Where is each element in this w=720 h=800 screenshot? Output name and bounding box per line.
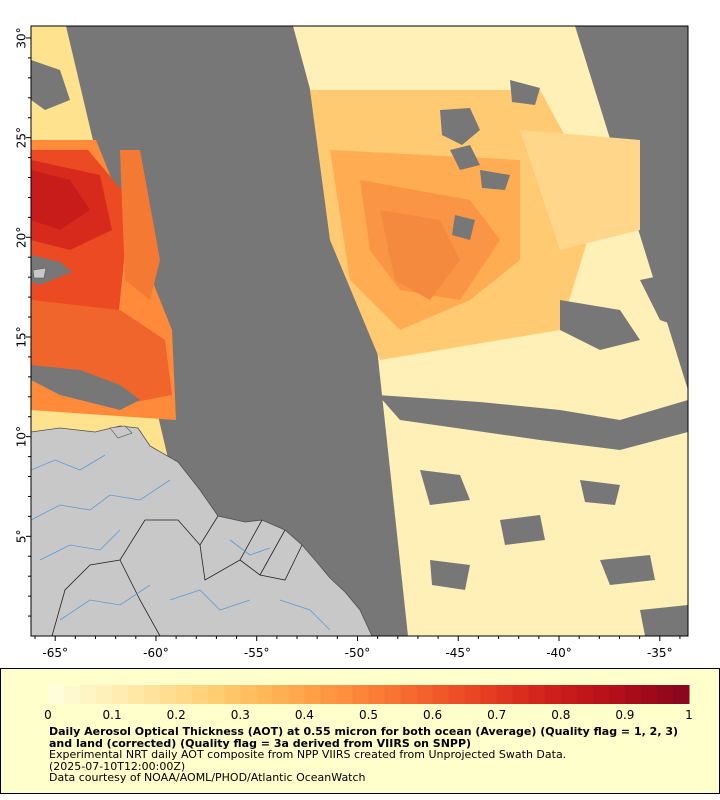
colorbar-swatch [352,685,369,704]
x-axis: -65° -60° -55° -50° -45° -40° -35° [34,636,681,660]
colorbar-swatch [96,685,113,704]
colorbar-tick-label: 0.8 [551,708,570,722]
colorbar-swatch [464,685,482,704]
south-america-land [31,267,373,636]
legend-source: Experimental NRT daily AOT composite fro… [49,748,567,761]
colorbar-tick-label: 0.2 [167,708,186,722]
colorbar-swatch [576,685,594,704]
colorbar-swatch [272,685,289,704]
legend-text: Daily Aerosol Optical Thickness (AOT) at… [49,726,689,784]
colorbar-swatch [48,685,65,704]
colorbar-swatch [320,685,337,704]
colorbar-swatch [240,685,257,704]
legend-panel: 0 0.1 0.2 0.3 0.4 0.5 0.6 0.7 0.8 0.9 1 Daily Aero… [0,668,720,794]
colorbar-swatch [144,685,161,704]
colorbar-tick-label: 1 [685,708,693,722]
colorbar-swatch [480,685,498,704]
colorbar-swatch [368,685,386,704]
colorbar-swatch [448,685,466,704]
y-tick-label: 15° [15,326,29,347]
x-tick-label: -40° [546,646,572,660]
x-tick-label: -45° [445,646,471,660]
colorbar-swatch [400,685,418,704]
map-frame [30,25,689,637]
y-tick-label: 25° [15,127,29,148]
x-tick-label: -60° [143,646,169,660]
colorbar-swatch [624,685,642,704]
colorbar-swatch [288,685,305,704]
colorbar-tick-label: 0 [44,708,52,722]
colorbar-swatch [496,685,514,704]
legend-credit: Data courtesy of NOAA/AOML/PHOD/Atlantic… [49,771,366,784]
x-tick-label: -35° [647,646,673,660]
legend-title: Daily Aerosol Optical Thickness (AOT) at… [49,726,689,749]
colorbar-swatch [640,685,658,704]
colorbar-swatch [528,685,546,704]
colorbar-swatch [304,685,321,704]
legend-date: (2025-07-10T12:00:00Z) [49,759,186,773]
legend-title-line1: Daily Aerosol Optical Thickness (AOT) at… [49,725,646,738]
y-tick-label: 5° [15,530,29,544]
colorbar-swatch [64,685,81,704]
x-tick-label: -55° [244,646,270,660]
colorbar-tick-label: 0.5 [359,708,378,722]
x-tick-label: -50° [345,646,371,660]
east-swath [293,26,688,636]
aot-map: -65° -60° -55° -50° -45° -40° -35° 30° 25° 20° 15… [15,25,689,660]
x-tick-label: -65° [42,646,68,660]
colorbar-swatch [336,685,353,704]
colorbar-tick-label: 0.7 [487,708,506,722]
colorbar-tick-label: 0.4 [295,708,314,722]
colorbar-swatch [224,685,241,704]
colorbar-swatch [112,685,129,704]
colorbar-swatch [512,685,530,704]
colorbar-swatch [656,685,674,704]
y-axis: 30° 25° 20° 15° 10° 5° [15,27,31,617]
colorbar-swatch [592,685,610,704]
colorbar-tick-label: 0.1 [103,708,122,722]
y-tick-label: 30° [15,27,29,48]
colorbar-swatch [672,685,690,704]
colorbar-tick-label: 0.6 [423,708,442,722]
colorbar-swatch [416,685,434,704]
colorbar-tick-label: 0.3 [231,708,250,722]
colorbar-swatch [608,685,626,704]
colorbar-swatch [384,685,402,704]
colorbar-swatch [432,685,450,704]
colorbar-swatch [192,685,209,704]
colorbar-swatch [128,685,145,704]
colorbar-swatch [176,685,193,704]
colorbar-swatch [80,685,97,704]
colorbar-tick-label: 0.9 [615,708,634,722]
colorbar-swatch [256,685,273,704]
colorbar-swatch [544,685,562,704]
colorbar: 0 0.1 0.2 0.3 0.4 0.5 0.6 0.7 0.8 0.9 1 [44,685,693,722]
y-tick-label: 20° [15,227,29,248]
legend-title-line2: 2, 3) and land (corrected) (Quality flag… [49,725,679,750]
colorbar-swatch [208,685,225,704]
colorbar-swatch [560,685,578,704]
colorbar-swatch [160,685,177,704]
y-tick-label: 10° [15,426,29,447]
